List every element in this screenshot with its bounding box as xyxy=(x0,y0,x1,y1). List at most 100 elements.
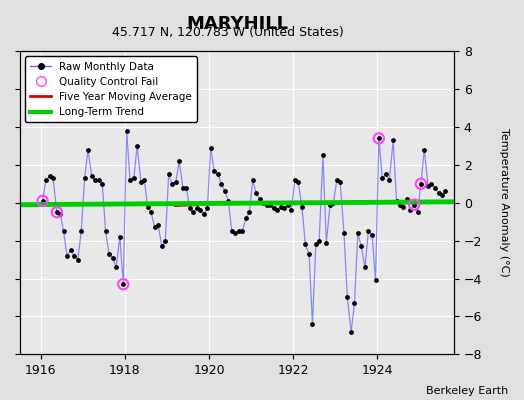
Point xyxy=(431,184,440,191)
Point xyxy=(221,188,229,194)
Point xyxy=(74,256,82,263)
Point xyxy=(354,230,362,236)
Point xyxy=(126,177,134,183)
Point xyxy=(396,202,404,208)
Point xyxy=(294,179,302,185)
Point xyxy=(424,182,432,189)
Point xyxy=(147,209,155,216)
Point xyxy=(333,177,341,183)
Point xyxy=(63,252,71,259)
Point xyxy=(98,181,106,187)
Point xyxy=(434,190,443,196)
Point xyxy=(305,251,313,257)
Point xyxy=(312,241,320,248)
Point xyxy=(329,200,337,206)
Point xyxy=(123,128,131,134)
Point xyxy=(108,254,117,261)
Point xyxy=(368,232,376,238)
Point xyxy=(413,209,422,216)
Point xyxy=(287,207,296,214)
Point xyxy=(59,228,68,234)
Point xyxy=(392,198,401,204)
Point xyxy=(154,222,162,229)
Point xyxy=(315,238,323,244)
Point xyxy=(95,177,103,183)
Point xyxy=(102,228,110,234)
Point xyxy=(210,167,219,174)
Point xyxy=(406,207,414,214)
Point xyxy=(245,209,254,216)
Point xyxy=(259,200,267,206)
Point xyxy=(193,205,201,212)
Point xyxy=(116,234,124,240)
Point xyxy=(235,228,243,234)
Point xyxy=(326,202,334,208)
Point xyxy=(441,188,450,194)
Text: Berkeley Earth: Berkeley Earth xyxy=(426,386,508,396)
Point xyxy=(343,294,352,301)
Point xyxy=(238,228,246,234)
Point xyxy=(196,207,204,214)
Point xyxy=(203,205,212,212)
Point xyxy=(214,171,222,178)
Title: MARYHILL: MARYHILL xyxy=(186,15,288,33)
Point xyxy=(336,179,344,185)
Point xyxy=(133,143,141,149)
Point xyxy=(277,203,285,210)
Point xyxy=(410,202,418,208)
Point xyxy=(378,175,386,181)
Point xyxy=(56,211,64,217)
Point xyxy=(301,241,310,248)
Point xyxy=(266,202,275,208)
Point xyxy=(420,146,429,153)
Point xyxy=(322,239,331,246)
Point xyxy=(38,198,47,204)
Point xyxy=(224,198,233,204)
Point xyxy=(150,224,159,230)
Point xyxy=(382,171,390,178)
Point xyxy=(165,171,173,178)
Point xyxy=(410,202,418,208)
Point xyxy=(206,145,215,151)
Point xyxy=(385,177,394,183)
Point xyxy=(49,175,57,181)
Point xyxy=(361,264,369,270)
Y-axis label: Temperature Anomaly (°C): Temperature Anomaly (°C) xyxy=(499,128,509,277)
Point xyxy=(175,158,183,164)
Point xyxy=(273,207,281,214)
Point xyxy=(119,281,127,287)
Point xyxy=(53,209,61,216)
Point xyxy=(112,264,121,270)
Point xyxy=(53,209,61,216)
Point xyxy=(182,184,191,191)
Point xyxy=(84,146,92,153)
Point xyxy=(158,243,166,250)
Point xyxy=(88,173,96,180)
Point xyxy=(105,251,113,257)
Point xyxy=(67,247,75,253)
Point xyxy=(364,228,373,234)
Point xyxy=(248,177,257,183)
Point xyxy=(42,177,50,183)
Point xyxy=(227,228,236,234)
Point xyxy=(263,202,271,208)
Point xyxy=(231,230,239,236)
Point xyxy=(399,203,408,210)
Point xyxy=(389,137,397,144)
Point xyxy=(189,209,197,216)
Point xyxy=(340,230,348,236)
Point xyxy=(38,198,47,204)
Point xyxy=(417,181,425,187)
Point xyxy=(77,228,85,234)
Text: 45.717 N, 120.783 W (United States): 45.717 N, 120.783 W (United States) xyxy=(112,26,344,39)
Point xyxy=(129,175,138,181)
Point xyxy=(80,175,89,181)
Point xyxy=(217,181,225,187)
Point xyxy=(172,179,180,185)
Point xyxy=(137,179,145,185)
Point xyxy=(284,202,292,208)
Point xyxy=(269,205,278,212)
Point xyxy=(46,173,54,180)
Point xyxy=(91,177,100,183)
Point xyxy=(417,181,425,187)
